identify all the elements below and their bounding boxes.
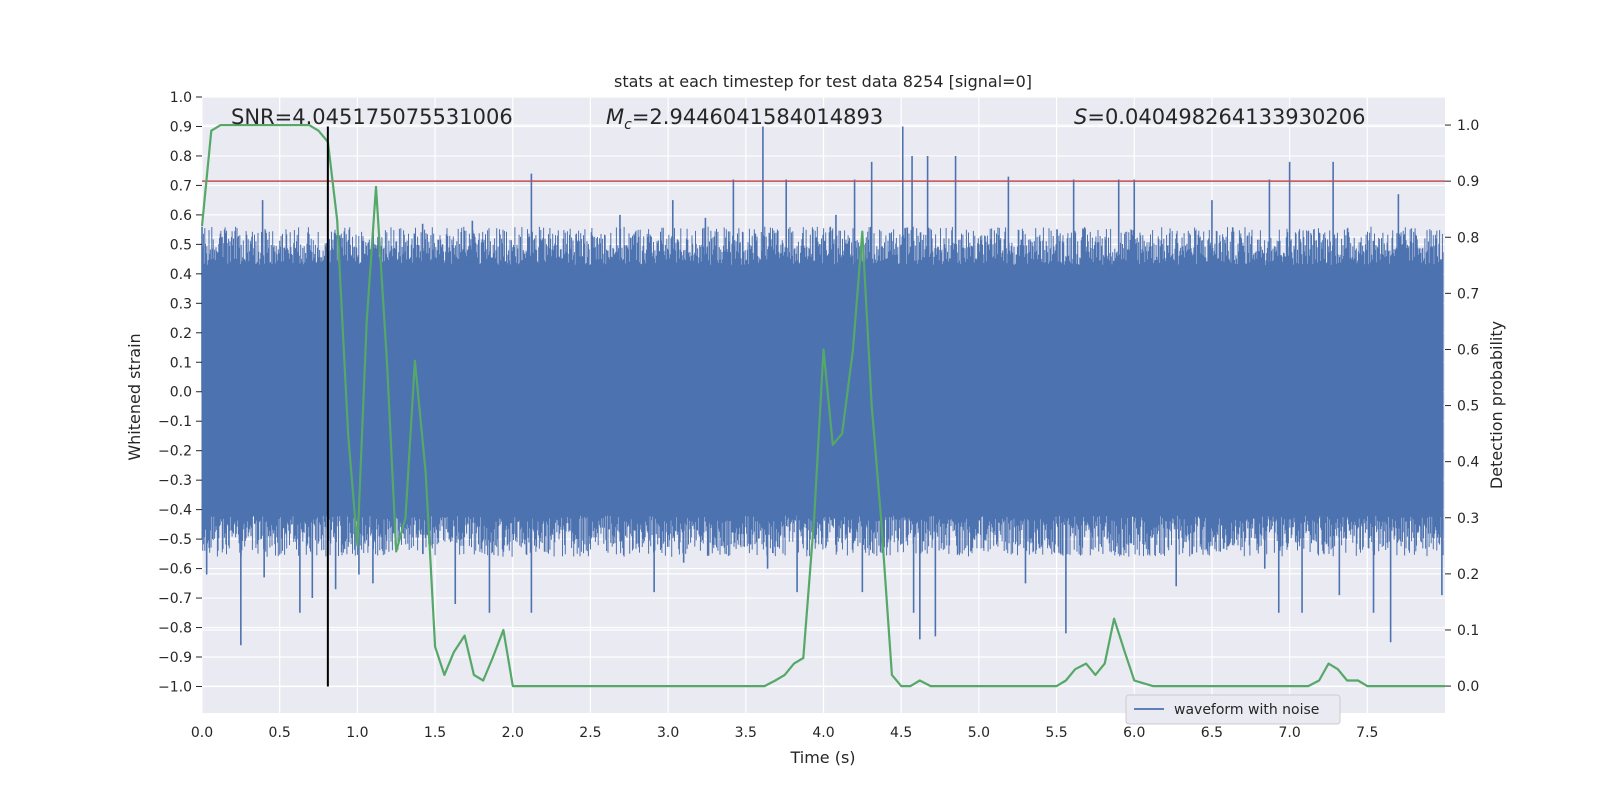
x-axis-title: Time (s) (789, 748, 855, 767)
y-axis-title: Whitened strain (125, 333, 144, 460)
y-tick-label: 0.9 (170, 119, 192, 135)
x-tick-label: 5.5 (1045, 725, 1067, 741)
x-tick-label: 3.0 (657, 725, 679, 741)
y-tick-label: −1.0 (158, 679, 192, 695)
chirp-mass-symbol: M (606, 105, 624, 129)
y2-tick-label: 0.7 (1457, 286, 1479, 302)
chirp-mass-value: =2.9446041584014893 (632, 105, 883, 129)
y-tick-label: −0.3 (158, 473, 192, 489)
y-tick-label: 0.0 (170, 385, 192, 401)
overlay-series (200, 123, 1445, 688)
detection-probability-line (200, 123, 1445, 688)
waveform-series (201, 126, 1444, 646)
y-tick-label: −0.1 (158, 414, 192, 430)
y-tick-label: 0.7 (170, 178, 192, 194)
y-tick-label: −0.7 (158, 591, 192, 607)
x-tick-label: 7.5 (1356, 725, 1378, 741)
chirp-mass-subscript: c (624, 117, 632, 133)
y2-tick-label: 0.5 (1457, 399, 1479, 415)
y-tick-label: 0.2 (170, 326, 192, 342)
legend-box (1125, 694, 1341, 725)
y2-tick-label: 0.2 (1457, 567, 1479, 583)
y2-tick-label: 0.1 (1457, 623, 1479, 639)
x-tick-label: 0.0 (191, 725, 213, 741)
y-tick-label: 0.4 (170, 267, 192, 283)
y2-tick-label: 0.9 (1457, 174, 1479, 190)
chart-title: stats at each timestep for test data 825… (614, 72, 1032, 91)
y-tick-label: −0.4 (158, 503, 192, 519)
y2-tick-label: 0.6 (1457, 342, 1479, 358)
y-tick-label: 0.3 (170, 296, 192, 312)
y2-tick-label: 0.4 (1457, 455, 1479, 471)
y-axis-right: 1.0 0.9 0.8 0.7 0.6 0.5 0.4 0.3 0.2 0.1 0.0 (1445, 118, 1479, 695)
x-tick-label: 7.0 (1278, 725, 1300, 741)
y-tick-label: −0.5 (158, 532, 192, 548)
y-tick-label: 0.8 (170, 149, 192, 165)
s-symbol: S (1074, 105, 1087, 129)
x-tick-label: 3.5 (735, 725, 757, 741)
x-tick-label: 1.5 (424, 725, 446, 741)
x-tick-label: 4.0 (812, 725, 834, 741)
y-tick-label: −0.2 (158, 444, 192, 460)
snr-annotation: SNR=4.045175075531006 (231, 105, 513, 129)
x-tick-label: 2.5 (579, 725, 601, 741)
y-tick-label: −0.8 (158, 621, 192, 637)
y2-tick-label: 0.3 (1457, 511, 1479, 527)
x-tick-label: 2.0 (502, 725, 524, 741)
x-tick-label: 1.0 (346, 725, 368, 741)
y2-axis-title: Detection probability (1487, 321, 1506, 489)
x-tick-label: 6.0 (1123, 725, 1145, 741)
waveform-line (201, 226, 1444, 557)
chirp-mass-annotation: Mc=2.9446041584014893 (606, 105, 883, 133)
y2-tick-label: 0.0 (1457, 679, 1479, 695)
x-tick-label: 5.0 (968, 725, 990, 741)
s-value: =0.040498264133930206 (1087, 105, 1365, 129)
x-tick-label: 0.5 (269, 725, 291, 741)
y-tick-label: 0.5 (170, 237, 192, 253)
y-tick-label: 0.6 (170, 208, 192, 224)
y2-tick-label: 1.0 (1457, 118, 1479, 134)
x-axis: 0.0 0.5 1.0 1.5 2.0 2.5 3.0 3.5 4.0 4.5 5.0 5.5 6.0 6… (191, 725, 1379, 741)
y2-tick-label: 0.8 (1457, 230, 1479, 246)
y-tick-label: 1.0 (170, 90, 192, 106)
x-tick-label: 4.5 (890, 725, 912, 741)
y-axis-left: 1.0 0.9 0.8 0.7 0.6 0.5 0.4 0.3 0.2 0.1 0.0 −0.1 −0.… (158, 90, 202, 695)
legend-label-waveform: waveform with noise (1174, 702, 1319, 718)
legend: waveform with noise (1125, 694, 1341, 725)
x-tick-label: 6.5 (1201, 725, 1223, 741)
y-tick-label: 0.1 (170, 355, 192, 371)
s-annotation: S=0.040498264133930206 (1074, 105, 1365, 129)
y-tick-label: −0.6 (158, 562, 192, 578)
y-tick-label: −0.9 (158, 650, 192, 666)
